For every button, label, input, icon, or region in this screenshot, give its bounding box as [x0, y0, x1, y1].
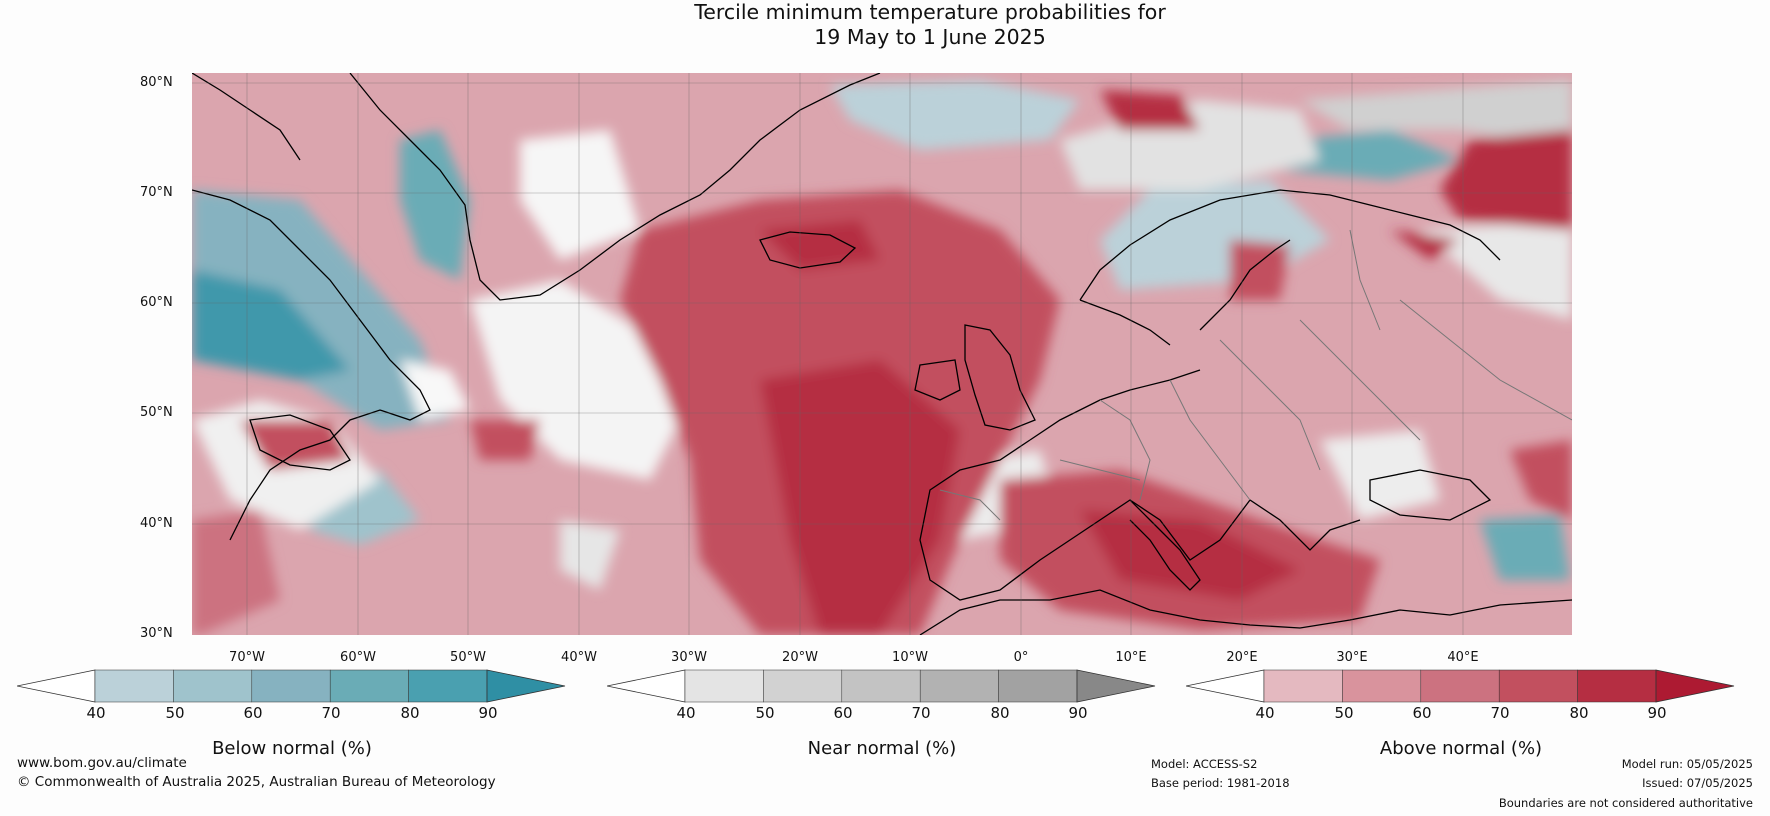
disclaimer-text: Boundaries are not considered authoritat… [1498, 796, 1753, 810]
probability-field [192, 73, 1572, 635]
tick: 60 [833, 704, 853, 722]
colorbar-extend-low [607, 669, 686, 703]
tick: 80 [400, 704, 420, 722]
colorbar-extend-high [1076, 669, 1156, 703]
colorbar-extend-high [486, 669, 566, 703]
colorbar-above-normal [1186, 669, 1735, 703]
colorbar-below-normal [17, 669, 566, 703]
lat-label-30n: 30°N [140, 626, 173, 641]
colorbar-segment [684, 669, 764, 703]
colorbar-segment [94, 669, 174, 703]
lon-label-30w: 30°W [671, 650, 707, 665]
lat-label-40n: 40°N [140, 516, 173, 531]
lon-label-10w: 10°W [892, 650, 928, 665]
tick: 60 [1412, 704, 1432, 722]
lat-label-60n: 60°N [140, 295, 173, 310]
country-borders [939, 229, 1572, 521]
lon-label-40e: 40°E [1447, 650, 1479, 665]
tick: 50 [165, 704, 185, 722]
colorbar-segment [998, 669, 1078, 703]
lon-label-20w: 20°W [782, 650, 818, 665]
issued-text: Issued: 07/05/2025 [1642, 776, 1753, 790]
lon-label-40w: 40°W [561, 650, 597, 665]
lon-label-70w: 70°W [229, 650, 265, 665]
tick: 90 [478, 704, 498, 722]
lon-label-10e: 10°E [1115, 650, 1147, 665]
tick: 50 [1334, 704, 1354, 722]
colorbar-extend-high [1655, 669, 1735, 703]
lon-label-0: 0° [1013, 650, 1029, 665]
colorbar-segment [1577, 669, 1657, 703]
lon-label-20e: 20°E [1226, 650, 1258, 665]
lat-label-70n: 70°N [140, 185, 173, 200]
colorbar-segment [408, 669, 488, 703]
colorbar-label-below: Below normal (%) [212, 738, 372, 759]
tick: 50 [755, 704, 775, 722]
tick: 80 [990, 704, 1010, 722]
tick: 80 [1569, 704, 1589, 722]
tick: 70 [911, 704, 931, 722]
copyright-text: © Commonwealth of Australia 2025, Austra… [17, 774, 496, 790]
colorbar-segment [1498, 669, 1578, 703]
tick: 40 [1255, 704, 1275, 722]
lon-label-50w: 50°W [450, 650, 486, 665]
chart-title: Tercile minimum temperature probabilitie… [0, 0, 1770, 50]
colorbar-segment [1263, 669, 1343, 703]
tick: 40 [86, 704, 106, 722]
model-run-text: Model run: 05/05/2025 [1621, 757, 1753, 771]
colorbar-extend-low [1186, 669, 1265, 703]
tick: 90 [1068, 704, 1088, 722]
lat-label-80n: 80°N [140, 75, 173, 90]
colorbar-segment [251, 669, 331, 703]
tick: 70 [1490, 704, 1510, 722]
colorbar-extend-low [17, 669, 96, 703]
colorbar-segment [173, 669, 253, 703]
tick: 60 [243, 704, 263, 722]
lat-label-50n: 50°N [140, 405, 173, 420]
colorbar-label-near: Near normal (%) [807, 738, 957, 759]
model-text: Model: ACCESS-S2 [1151, 757, 1258, 771]
colorbar-segment [919, 669, 999, 703]
tick: 70 [321, 704, 341, 722]
website-text: www.bom.gov.au/climate [17, 755, 187, 771]
base-period-text: Base period: 1981-2018 [1151, 776, 1290, 790]
tick: 90 [1647, 704, 1667, 722]
lon-label-30e: 30°E [1336, 650, 1368, 665]
colorbar-segment [841, 669, 921, 703]
coastlines [192, 73, 1572, 635]
tick: 40 [676, 704, 696, 722]
colorbar-near-normal [607, 669, 1156, 703]
graticule [192, 73, 1572, 635]
colorbar-label-above: Above normal (%) [1379, 738, 1543, 759]
colorbar-segment [763, 669, 843, 703]
title-line-2: 19 May to 1 June 2025 [814, 25, 1046, 49]
colorbar-segment [1420, 669, 1500, 703]
colorbar-segment [1342, 669, 1422, 703]
lon-label-60w: 60°W [340, 650, 376, 665]
title-line-1: Tercile minimum temperature probabilitie… [694, 0, 1166, 24]
colorbar-segment [329, 669, 409, 703]
